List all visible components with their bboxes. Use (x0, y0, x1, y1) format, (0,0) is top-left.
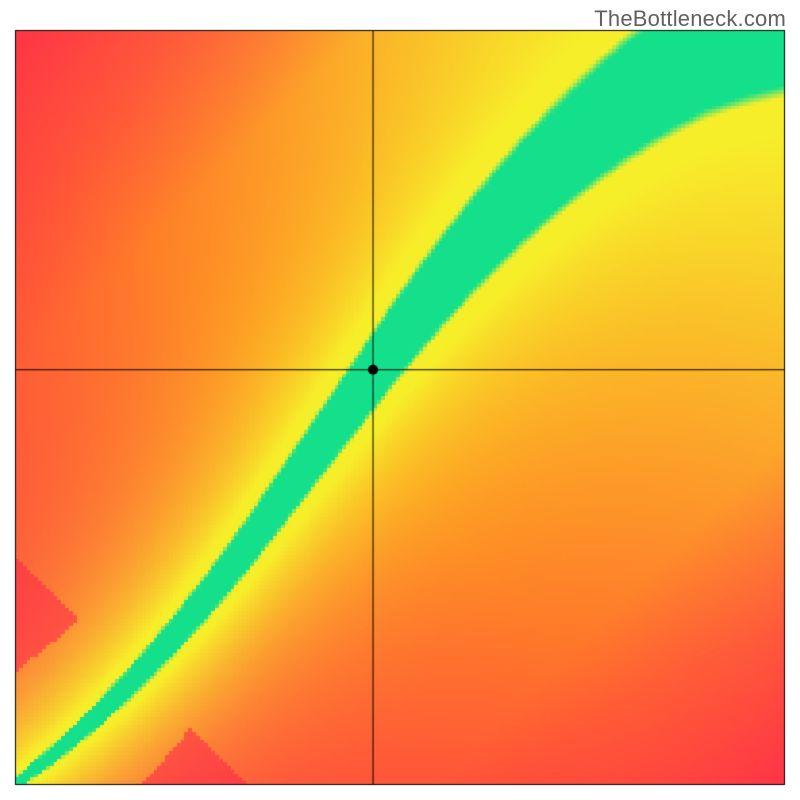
watermark-label: TheBottleneck.com (594, 6, 786, 32)
heatmap-canvas (0, 0, 800, 800)
chart-container: TheBottleneck.com (0, 0, 800, 800)
